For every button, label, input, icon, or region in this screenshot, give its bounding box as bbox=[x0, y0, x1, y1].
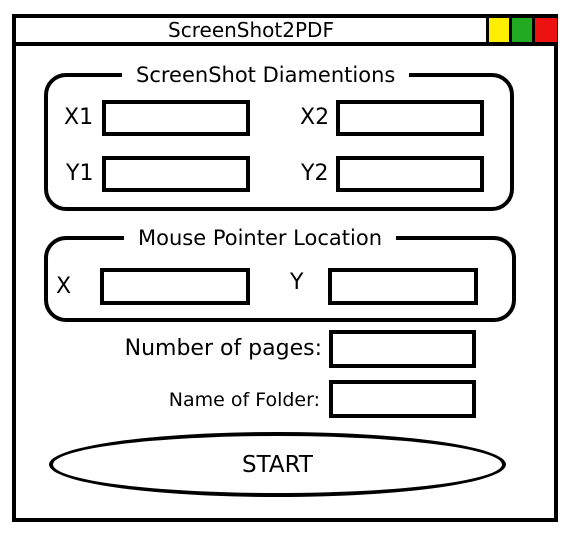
window-title: ScreenShot2PDF bbox=[168, 18, 334, 42]
mouse-y-label: Y bbox=[290, 270, 304, 295]
mouse-pointer-group: Mouse Pointer Location X Y bbox=[44, 225, 516, 322]
y1-label: Y1 bbox=[66, 161, 94, 186]
x1-input[interactable] bbox=[102, 100, 250, 136]
folder-input[interactable] bbox=[329, 380, 476, 418]
x2-input[interactable] bbox=[336, 100, 484, 136]
start-button[interactable]: START bbox=[49, 432, 506, 497]
mouse-x-label: X bbox=[56, 274, 72, 299]
app-window: ScreenShot2PDF ScreenShot Diamentions X1… bbox=[12, 14, 558, 522]
y1-input[interactable] bbox=[102, 156, 250, 192]
title-bar[interactable]: ScreenShot2PDF bbox=[16, 18, 557, 46]
mouse-x-input[interactable] bbox=[100, 268, 250, 305]
minimize-button[interactable] bbox=[486, 18, 509, 42]
x2-label: X2 bbox=[300, 105, 330, 130]
pages-label: Number of pages: bbox=[124, 336, 322, 361]
mouse-pointer-legend: Mouse Pointer Location bbox=[124, 225, 397, 251]
mouse-y-input[interactable] bbox=[328, 268, 478, 305]
x1-label: X1 bbox=[64, 105, 94, 130]
screenshot-dimensions-group: ScreenShot Diamentions X1 X2 Y1 Y2 bbox=[44, 62, 514, 211]
screenshot-dimensions-legend: ScreenShot Diamentions bbox=[122, 62, 410, 88]
pages-input[interactable] bbox=[329, 330, 476, 368]
y2-input[interactable] bbox=[336, 156, 484, 192]
maximize-button[interactable] bbox=[509, 18, 532, 42]
y2-label: Y2 bbox=[301, 161, 329, 186]
start-button-label: START bbox=[242, 451, 313, 478]
folder-label: Name of Folder: bbox=[168, 389, 320, 411]
close-button[interactable] bbox=[532, 18, 557, 42]
